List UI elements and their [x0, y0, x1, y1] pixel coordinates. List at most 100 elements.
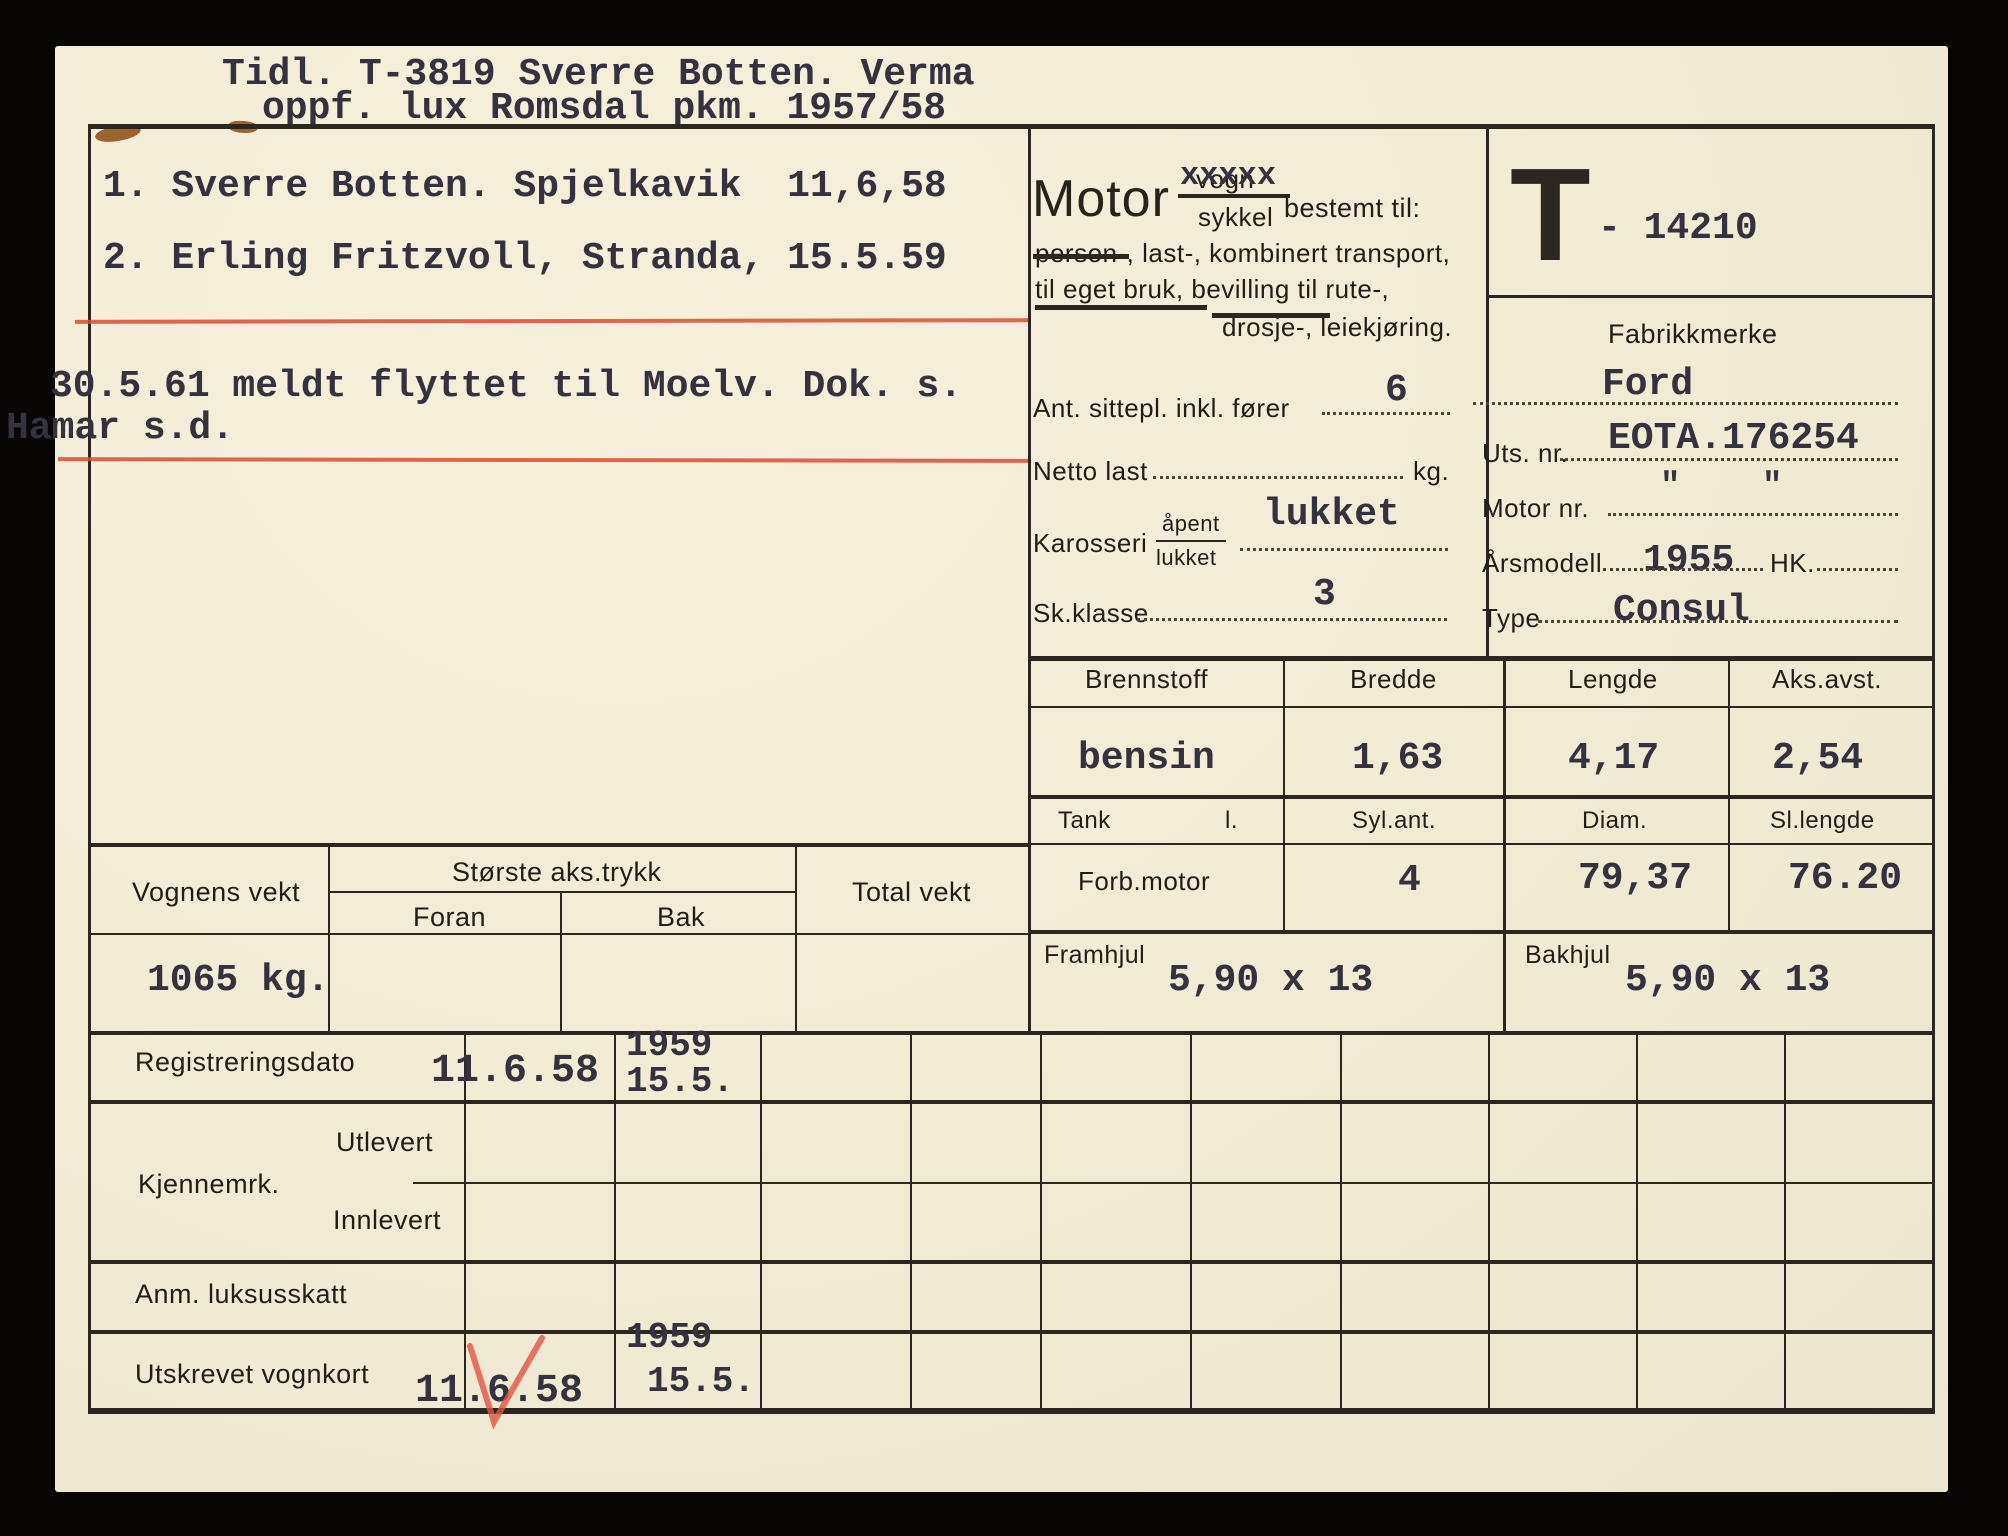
bottom-row-line	[88, 1330, 1935, 1334]
plate-letter: T	[1510, 141, 1592, 288]
type-value: Consul	[1613, 589, 1750, 632]
netto-last-label: Netto last	[1033, 456, 1148, 486]
registration-card	[55, 46, 1948, 1492]
spec-table-line	[1028, 795, 1935, 799]
weight-table-top	[88, 843, 1030, 847]
purpose-line-1: person-, last-, kombinert transport,	[1035, 238, 1451, 268]
weight-col-line	[795, 843, 797, 1034]
registreringsdato-year-2: 1959	[626, 1025, 713, 1066]
spec-table-top	[1028, 656, 1935, 661]
bottom-col-line	[1190, 1034, 1192, 1410]
bottom-col-line	[1784, 1034, 1786, 1410]
utskrevet-value-2: 15.5.	[647, 1361, 756, 1402]
vognens-vekt-label: Vognens vekt	[132, 877, 301, 907]
karosseri-value: lukket	[1263, 493, 1400, 536]
innlevert-label: Innlevert	[333, 1205, 442, 1235]
moved-note-line-1: 30.5.61 meldt flyttet til Moelv. Dok. s.	[50, 365, 963, 408]
motor-struck-word: vogn	[1196, 164, 1255, 194]
motor-alt-word: sykkel	[1198, 202, 1274, 232]
karosseri-label: Karosseri	[1033, 528, 1148, 558]
arsmodell-label: Årsmodell	[1482, 548, 1603, 578]
weight-subheader-line	[328, 891, 797, 893]
motor-overstrike-x: xxxxx	[1180, 157, 1277, 194]
netto-last-unit: kg.	[1413, 456, 1450, 486]
col-header-bredde: Bredde	[1350, 664, 1437, 694]
bottom-col-line	[1340, 1034, 1342, 1410]
brand-value: Ford	[1602, 363, 1694, 406]
sylant-value: 4	[1398, 859, 1421, 902]
col-header-sllengde: Sl.lengde	[1770, 807, 1875, 834]
dotted-line	[1473, 402, 1898, 405]
plate-number: - 14210	[1598, 207, 1758, 250]
anm-luksusskatt-label: Anm. luksusskatt	[135, 1279, 348, 1309]
registreringsdato-value-1: 11.6.58	[431, 1049, 600, 1094]
karosseri-closed-option: lukket	[1156, 545, 1217, 570]
ditto-marks: " "	[1660, 468, 1783, 506]
spec-col-line	[1283, 656, 1285, 930]
col-header-sylant: Syl.ant.	[1352, 807, 1437, 834]
weight-col-line	[328, 843, 330, 1034]
seats-label: Ant. sittepl. inkl. fører	[1033, 393, 1290, 423]
dotted-line	[1608, 513, 1898, 516]
utskrevet-year-2: 1959	[626, 1317, 713, 1358]
owner-entry-2: 2. Erling Fritzvoll, Stranda, 15.5.59	[103, 237, 947, 280]
dotted-line	[1322, 412, 1450, 415]
motor-nr-label: Motor nr.	[1482, 493, 1590, 523]
dotted-line	[1817, 568, 1898, 571]
spec-table-line	[1028, 706, 1935, 708]
forb-motor-label: Forb.motor	[1078, 866, 1211, 896]
moved-note-line-2: Hamar s.d.	[6, 407, 235, 450]
arsmodell-value: 1955	[1643, 539, 1735, 582]
registreringsdato-value-2: 15.5.	[626, 1061, 735, 1102]
spec-col-line	[1728, 656, 1730, 930]
hk-label: HK.	[1770, 548, 1815, 578]
total-vekt-label: Total vekt	[852, 877, 972, 907]
weight-col-line	[560, 893, 562, 1034]
strike-over-drosje	[1212, 313, 1330, 318]
dotted-line	[1153, 476, 1403, 479]
spec-table-line	[1028, 930, 1935, 934]
divider-motor-plate	[1486, 124, 1489, 661]
bottom-col-line	[910, 1034, 912, 1410]
utlevert-label: Utlevert	[336, 1127, 434, 1157]
bakhjul-label: Bakhjul	[1525, 941, 1611, 969]
sk-klasse-label: Sk.klasse	[1033, 598, 1149, 628]
overstrike-underline	[1178, 194, 1290, 198]
uts-nr-label: Uts. nr.	[1482, 438, 1569, 468]
bottom-col-line	[614, 1034, 616, 1410]
spec-table-line	[1028, 843, 1935, 845]
card-border-top	[88, 124, 1935, 129]
col-header-lengde: Lengde	[1568, 664, 1658, 694]
brennstoff-value: bensin	[1078, 737, 1215, 780]
sk-klasse-value: 3	[1313, 573, 1336, 616]
bak-label: Bak	[657, 902, 706, 932]
header-previous-owner-line: Tidl. T-3819 Sverre Botten. Verma	[222, 53, 975, 96]
col-header-brennstoff: Brennstoff	[1085, 664, 1209, 694]
kjennemrk-sub-line	[413, 1182, 1935, 1184]
card-border-bottom	[88, 1408, 1935, 1414]
seats-value: 6	[1385, 369, 1408, 412]
dotted-line	[1603, 568, 1763, 571]
card-border-left	[88, 124, 91, 1414]
aks-trykk-label: Største aks.trykk	[452, 857, 662, 887]
sllengde-value: 76.20	[1788, 857, 1903, 900]
col-header-tank-unit: l.	[1225, 807, 1238, 834]
owner-entry-1: 1. Sverre Botten. Spjelkavik 11,6,58	[103, 165, 947, 208]
col-header-diam: Diam.	[1582, 807, 1648, 834]
bakhjul-value: 5,90 x 13	[1625, 959, 1831, 1002]
lengde-value: 4,17	[1568, 737, 1660, 780]
registreringsdato-label: Registreringsdato	[135, 1047, 356, 1077]
aksavst-value: 2,54	[1772, 737, 1864, 780]
bottom-table-top	[88, 1031, 1935, 1035]
dotted-line	[1560, 458, 1898, 461]
red-checkmark	[467, 1335, 545, 1430]
fraction-line	[1156, 540, 1226, 542]
bredde-value: 1,63	[1352, 737, 1444, 780]
dotted-line	[1240, 548, 1448, 551]
type-label: Type	[1482, 603, 1541, 633]
motor-title: Motor	[1032, 170, 1170, 228]
purpose-line-2: til eget bruk, bevilling til rute-,	[1035, 274, 1390, 304]
framhjul-label: Framhjul	[1044, 941, 1146, 969]
col-header-aksavst: Aks.avst.	[1772, 664, 1882, 694]
